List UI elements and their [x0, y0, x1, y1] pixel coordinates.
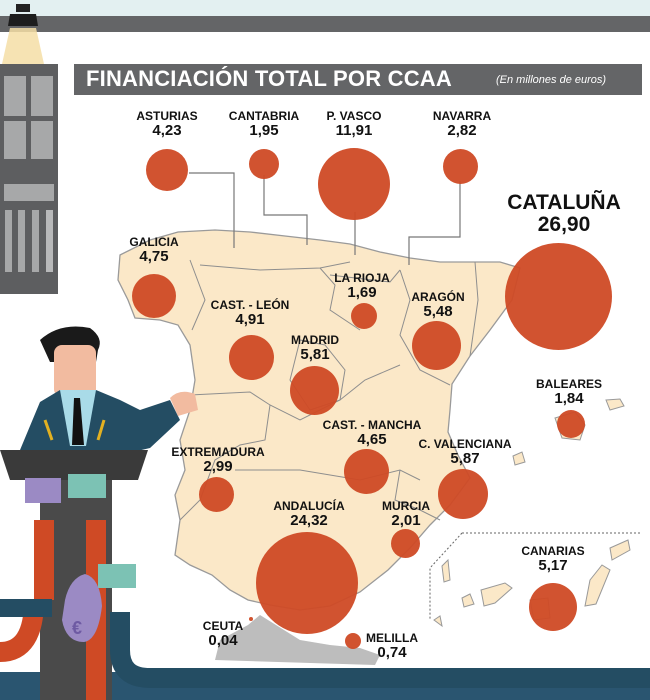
label-p-vasco: P. VASCO 11,91 [326, 109, 382, 139]
label-cataluna: CATALUÑA 26,90 [507, 191, 621, 237]
label-cast-leon: CAST. - LEÓN 4,91 [210, 298, 290, 328]
bubble-c-valenciana [438, 469, 488, 519]
lamp-icon [2, 4, 44, 64]
bubble-cantabria [249, 149, 279, 179]
africa-coast [215, 615, 380, 665]
canarias-inset-frame [429, 532, 640, 620]
bubble-p-vasco [318, 148, 390, 220]
bubble-andalucia [256, 532, 358, 634]
bubble-madrid [290, 366, 339, 415]
title-bar [74, 64, 642, 95]
label-murcia: MURCIA 2,01 [382, 499, 430, 529]
speaker-illustration [0, 326, 198, 480]
bubble-ceuta [249, 617, 253, 621]
bubble-cast-leon [229, 335, 274, 380]
label-melilla: MELILLA 0,74 [366, 631, 418, 661]
label-andalucia: ANDALUCÍA 24,32 [273, 499, 345, 529]
bubble-navarra [443, 149, 478, 184]
connector-lines [189, 172, 461, 265]
bubble-galicia [132, 274, 176, 318]
bubble-asturias [146, 149, 188, 191]
label-navarra: NAVARRA 2,82 [432, 109, 492, 139]
bubble-melilla [345, 633, 361, 649]
sky-strip [0, 0, 650, 16]
unit-subtitle: (En millones de euros) [496, 74, 607, 86]
label-madrid: MADRID 5,81 [291, 333, 339, 363]
bubble-cast-mancha [344, 449, 389, 494]
label-la-rioja: LA RIOJA 1,69 [334, 271, 390, 301]
label-asturias: ASTURIAS 4,23 [136, 109, 198, 139]
building-icon [0, 64, 58, 294]
page-title: FINANCIACIÓN TOTAL POR CCAA [86, 66, 452, 91]
label-c-valenciana: C. VALENCIANA 5,87 [418, 437, 512, 467]
bubble-la-rioja [351, 303, 377, 329]
label-cast-mancha: CAST. - MANCHA 4,65 [322, 418, 422, 448]
label-canarias: CANARIAS 5,17 [521, 544, 585, 574]
bubble-murcia [391, 529, 420, 558]
label-extremadura: EXTREMADURA 2,99 [171, 445, 265, 475]
label-baleares: BALEARES 1,84 [535, 377, 603, 407]
top-beam [0, 16, 650, 32]
bubble-cataluna [505, 243, 612, 350]
label-aragon: ARAGÓN 5,48 [411, 290, 465, 320]
label-galicia: GALICIA 4,75 [129, 235, 179, 265]
label-cantabria: CANTABRIA 1,95 [228, 109, 300, 139]
region-borders [179, 259, 479, 521]
bubble-canarias [529, 583, 577, 631]
bubble-extremadura [199, 477, 234, 512]
bubble-baleares [557, 410, 585, 438]
label-ceuta: CEUTA 0,04 [202, 619, 244, 649]
svg-text:€: € [72, 618, 82, 638]
bubble-aragon [412, 321, 461, 370]
pipes-illustration: € [0, 474, 650, 700]
